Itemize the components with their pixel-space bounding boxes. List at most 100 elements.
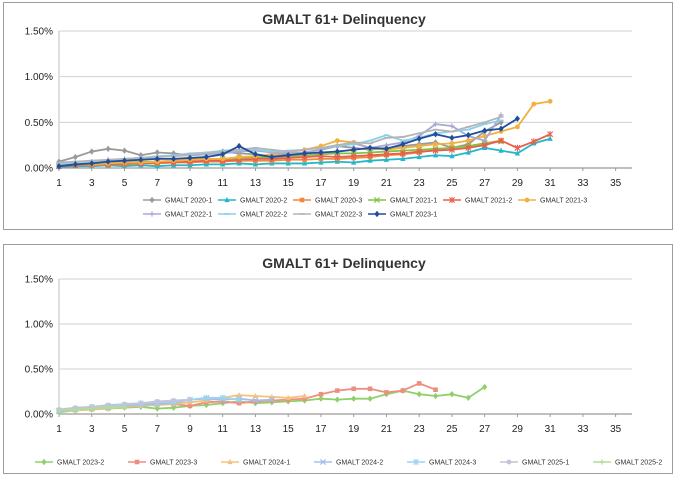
chart0-data-point [121, 157, 128, 164]
chart0-data-point [301, 150, 308, 157]
chart0-x-tick-label: 31 [545, 178, 557, 189]
chart1-data-point [318, 391, 324, 397]
chart0-legend-label: GMALT 2020-3 [315, 198, 362, 205]
chart0-x-tick-label: 17 [315, 178, 327, 189]
chart0-data-point [432, 152, 439, 158]
chart1-data-point [351, 395, 357, 402]
chart1-legend-label: GMALT 2025-2 [615, 460, 662, 467]
chart0-data-point [269, 153, 275, 161]
chart1-data-point [367, 386, 373, 392]
chart0-x-tick-label: 15 [283, 178, 295, 189]
chart1-y-tick-label: 0.50% [25, 365, 53, 376]
chart0-legend-label: GMALT 2021-1 [390, 198, 437, 205]
chart0-data-point [236, 154, 242, 160]
chart0-x-tick-label: 1 [56, 178, 62, 189]
chart1-x-tick-label: 17 [315, 424, 327, 435]
chart0-data-point [465, 149, 471, 155]
top-delinquency-chart: GMALT 61+ Delinquency 0.00% 0.50% 1.00% 1.50… [25, 11, 632, 219]
chart0-y-tick-label: 0.00% [25, 164, 53, 175]
chart1-data-point [220, 399, 226, 404]
chart1-data-point [122, 401, 127, 407]
chart0-y-tick-label: 0.50% [25, 118, 53, 129]
chart0-data-point [318, 159, 324, 165]
chart0-data-point [432, 131, 439, 138]
chart1-data-point [432, 392, 439, 400]
chart1-legend-icon-marker [599, 459, 605, 465]
chart1-x-tick-label: 7 [154, 424, 160, 435]
chart0-data-point [416, 148, 423, 155]
chart1-legend-icon-marker [506, 459, 512, 465]
chart0-data-point [350, 153, 357, 160]
chart1-x-tick-label: 1 [56, 424, 62, 435]
chart0-x-tick-label: 35 [610, 178, 622, 189]
chart0-data-point [416, 143, 422, 149]
chart0-data-point [498, 125, 504, 132]
chart1-data-point [187, 403, 193, 409]
chart1-data-point [154, 399, 160, 404]
chart0-x-tick-label: 27 [479, 178, 491, 189]
chart1-data-point [400, 388, 406, 393]
chart1-data-point [482, 383, 488, 391]
chart0-data-point [465, 144, 472, 152]
top-chart-panel: GMALT 61+ Delinquency 0.00% 0.50% 1.00% 1.50… [3, 2, 673, 230]
chart0-legend-icon-marker [449, 196, 455, 204]
chart0-legend-label: GMALT 2022-2 [240, 212, 287, 219]
chart0-data-point [318, 149, 324, 156]
chart0-data-point [432, 147, 439, 154]
chart1-data-point [89, 406, 95, 412]
chart0-legend-label: GMALT 2022-3 [315, 212, 362, 219]
chart0-data-point [449, 123, 455, 129]
chart0-data-point [482, 127, 488, 134]
chart0-x-tick-label: 29 [512, 178, 524, 189]
chart1-x-tick-label: 25 [446, 424, 458, 435]
chart1-data-point [351, 386, 356, 392]
chart0-data-point [448, 146, 455, 153]
chart0-legend-label: GMALT 2023-1 [390, 212, 437, 219]
chart1-data-point [187, 397, 193, 402]
chart0-legend: GMALT 2020-1 GMALT 2020-2 GMALT 2020-3 GMAL… [143, 196, 587, 219]
chart0-data-point [449, 134, 455, 142]
chart0-data-point [351, 146, 357, 153]
chart0-data-point [400, 141, 406, 148]
chart0-series-line [58, 115, 502, 164]
chart1-data-point [72, 406, 78, 413]
chart1-legend-icon-marker [227, 458, 233, 465]
chart0-data-point [171, 155, 177, 163]
chart0-data-point [367, 144, 373, 152]
chart1-data-point [384, 390, 389, 395]
chart0-data-point [547, 98, 553, 104]
chart0-data-point [285, 160, 291, 166]
chart1-legend-label: GMALT 2024-3 [429, 460, 476, 467]
chart1-data-point [268, 396, 275, 403]
chart1-data-point [253, 399, 258, 404]
chart0-data-point [367, 157, 373, 163]
chart0-data-point [252, 161, 259, 167]
chart1-y-tick-label: 1.50% [25, 275, 53, 286]
chart0-x-tick-label: 33 [577, 178, 589, 189]
chart0-legend-icon-marker [224, 196, 230, 203]
chart1-x-tick-label: 15 [283, 424, 295, 435]
chart1-legend-icon-marker [41, 458, 47, 466]
chart0-data-point [432, 121, 439, 127]
chart0-data-point [399, 150, 406, 157]
chart0-data-point [252, 151, 259, 158]
chart0-data-point [498, 137, 505, 144]
chart0-data-point [465, 131, 471, 139]
chart0-x-tick-label: 13 [250, 178, 262, 189]
chart1-data-point [334, 396, 340, 403]
chart1-x-tick-label: 21 [381, 424, 393, 435]
chart1-legend-icon-marker [134, 459, 140, 465]
chart0-data-point [482, 138, 488, 144]
chart1-data-point [171, 398, 177, 403]
chart0-data-point [138, 152, 144, 159]
chart1-data-point [203, 394, 210, 401]
chart0-data-point [89, 160, 95, 167]
chart0-data-point [449, 140, 455, 146]
chart0-x-tick-label: 3 [89, 178, 95, 189]
chart0-legend-label: GMALT 2020-1 [165, 198, 212, 205]
chart1-data-point [105, 405, 111, 411]
chart1-legend-label: GMALT 2024-2 [336, 460, 383, 467]
chart0-legend-icon-marker [299, 197, 305, 203]
chart1-data-point [367, 395, 373, 402]
chart0-x-tick-label: 25 [446, 178, 458, 189]
